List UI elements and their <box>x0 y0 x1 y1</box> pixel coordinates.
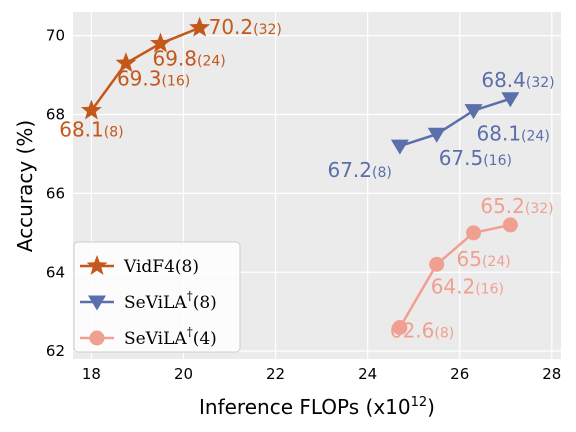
data-labels: 68.1(8)69.3(16)69.8(24)70.2(32)67.2(8)67… <box>59 15 554 343</box>
data-label-frames: (16) <box>161 73 190 89</box>
data-label: 64.2(16) <box>431 274 504 298</box>
data-label: 69.3(16) <box>117 66 190 90</box>
data-label-value: 67.5 <box>439 146 484 170</box>
legend-label-suffix: (8) <box>193 293 217 313</box>
legend-label-suffix: (4) <box>193 329 217 349</box>
data-point <box>429 256 445 272</box>
data-point <box>464 104 483 120</box>
data-label-value: 69.3 <box>117 66 162 90</box>
data-label-value: 64.2 <box>431 274 476 298</box>
data-label-value: 68.1 <box>59 118 104 142</box>
data-point <box>80 99 102 120</box>
data-label-value: 65.2 <box>480 194 525 218</box>
x-axis-title: Inference FLOPs (x1012) <box>199 395 435 419</box>
y-tick-label: 64 <box>46 263 65 281</box>
data-label-frames: (8) <box>434 325 454 341</box>
data-label-value: 62.6 <box>390 318 435 342</box>
data-point <box>427 127 446 143</box>
series-line <box>399 97 511 148</box>
legend-marker <box>88 295 106 311</box>
legend-label: SeViLA†(8) <box>124 289 217 313</box>
data-label: 68.1(24) <box>477 122 550 146</box>
legend-label-name: SeViLA <box>124 293 187 313</box>
data-label: 65.2(32) <box>480 194 553 218</box>
data-point <box>466 225 482 241</box>
data-point <box>501 92 520 108</box>
x-tick-label: 24 <box>358 365 377 383</box>
data-label: 62.6(8) <box>390 318 454 342</box>
data-label-frames: (24) <box>521 129 550 145</box>
data-label-value: 68.1 <box>477 122 522 146</box>
x-tick-label: 22 <box>266 365 285 383</box>
legend-label: SeViLA†(4) <box>124 325 217 349</box>
data-point <box>150 32 171 53</box>
data-point <box>115 52 137 73</box>
x-tick-label: 18 <box>82 365 101 383</box>
series-line <box>398 223 511 329</box>
data-label-frames: (16) <box>475 281 504 297</box>
y-tick-label: 70 <box>46 27 65 45</box>
data-label-value: 70.2 <box>209 15 254 39</box>
data-label: 68.1(8) <box>59 118 123 142</box>
y-tick-label: 66 <box>46 184 65 202</box>
legend-label-sup: † <box>187 325 193 339</box>
data-label: 70.2(32) <box>209 15 282 39</box>
data-label-frames: (24) <box>197 54 226 70</box>
data-label-frames: (32) <box>253 22 282 38</box>
series-line <box>90 26 201 112</box>
legend-label: VidF4(8) <box>123 257 199 277</box>
data-label-frames: (24) <box>482 254 511 270</box>
legend-box <box>73 241 241 353</box>
x-tick-label: 20 <box>174 365 193 383</box>
data-point <box>189 16 211 37</box>
x-tick-label: 28 <box>542 365 561 383</box>
y-tick-label: 62 <box>46 342 65 360</box>
data-label: 65(24) <box>457 247 511 271</box>
data-label-value: 68.4 <box>481 68 526 92</box>
data-label-frames: (32) <box>525 201 554 217</box>
x-tick-labels: 18 20 22 24 26 28 <box>82 365 561 383</box>
legend-label-name: VidF4(8) <box>123 257 199 277</box>
legend-label-name: SeViLA <box>124 329 187 349</box>
data-label: 67.5(16) <box>439 146 512 170</box>
data-label-frames: (8) <box>372 165 392 181</box>
data-label: 67.2(8) <box>327 158 391 182</box>
y-tick-label: 68 <box>46 106 65 124</box>
data-label: 68.4(32) <box>481 68 554 92</box>
y-tick-labels: 62 64 66 68 70 <box>46 27 65 360</box>
legend: VidF4(8)SeViLA†(8)SeViLA†(4) <box>73 241 241 353</box>
data-label-frames: (8) <box>104 125 124 141</box>
data-label-value: 67.2 <box>327 158 372 182</box>
data-label: 69.8(24) <box>152 47 225 71</box>
data-point <box>390 139 409 155</box>
series-layer <box>80 16 520 335</box>
x-tick-label: 26 <box>450 365 469 383</box>
data-label-frames: (32) <box>526 75 555 91</box>
legend-label-sup: † <box>187 289 193 303</box>
data-point <box>392 319 408 335</box>
legend-marker <box>86 255 108 275</box>
legend-marker <box>89 330 105 346</box>
data-label-value: 69.8 <box>152 47 197 71</box>
data-label-value: 65 <box>457 247 482 271</box>
data-label-frames: (16) <box>483 153 512 169</box>
y-axis-title: Accuracy (%) <box>13 120 37 252</box>
data-point <box>502 217 518 233</box>
